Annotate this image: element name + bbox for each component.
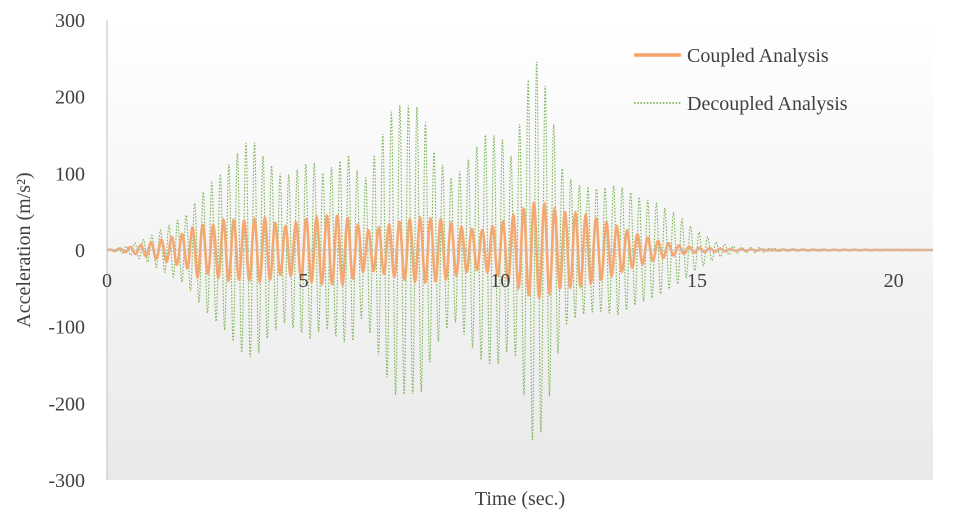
y-tick-label: -300 [48,470,85,492]
x-axis-title: Time (sec.) [475,488,565,510]
x-tick-label: 10 [490,270,510,292]
legend-label-decoupled: Decoupled Analysis [687,93,848,115]
y-tick-label: -100 [48,317,85,339]
legend-label-coupled: Coupled Analysis [687,45,829,67]
x-tick-label: 0 [102,270,112,292]
y-tick-label: -200 [48,393,85,415]
y-tick-label: 300 [55,10,85,32]
y-tick-label: 200 [55,87,85,109]
x-tick-label: 5 [299,270,309,292]
x-tick-label: 20 [884,270,904,292]
x-tick-label: 15 [687,270,707,292]
y-axis-title: Acceleration (m/s²) [13,172,35,327]
y-tick-label: 100 [55,163,85,185]
legend: Coupled Analysis Decoupled Analysis [634,45,848,115]
y-tick-label: 0 [75,240,85,262]
